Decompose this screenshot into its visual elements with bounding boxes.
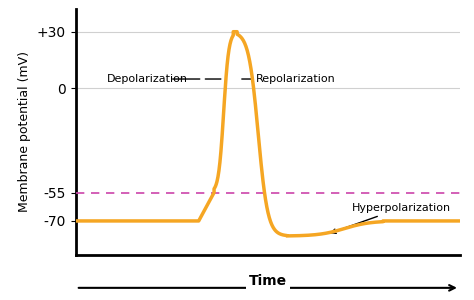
Text: Time: Time bbox=[249, 274, 287, 288]
Text: Hyperpolarization: Hyperpolarization bbox=[331, 203, 451, 233]
Text: Depolarization: Depolarization bbox=[107, 74, 188, 84]
Y-axis label: Membrane potential (mV): Membrane potential (mV) bbox=[18, 52, 31, 212]
Text: Repolarization: Repolarization bbox=[255, 74, 335, 84]
